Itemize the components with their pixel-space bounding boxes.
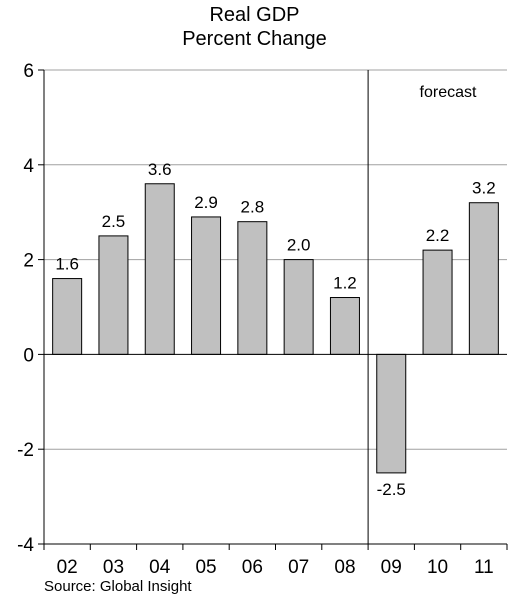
bar-05 <box>191 216 222 355</box>
x-tick-label: 07 <box>288 557 309 578</box>
chart-title-line1: Real GDP <box>209 4 300 26</box>
data-label-06: 2.8 <box>241 198 265 217</box>
bar-09 <box>376 353 407 474</box>
y-tick-label: 2 <box>23 251 34 272</box>
data-label-07: 2.0 <box>287 236 311 255</box>
y-tick-label: 6 <box>23 61 34 82</box>
data-label-02: 1.6 <box>55 255 79 274</box>
bar-04 <box>144 183 175 355</box>
bar-03 <box>98 235 129 355</box>
x-tick-labels: 02 03 04 05 06 07 08 09 10 11 <box>57 557 494 578</box>
y-tick-label: 4 <box>23 156 34 177</box>
data-label-04: 3.6 <box>148 160 172 179</box>
bar-10 <box>422 249 453 355</box>
x-tick-label: 03 <box>103 557 124 578</box>
data-label-09: -2.5 <box>377 480 406 499</box>
bar-06 <box>237 221 268 355</box>
data-labels: 1.6 2.5 3.6 2.9 2.8 2.0 1.2 -2.5 2.2 3.2 <box>55 160 495 499</box>
data-label-11: 3.2 <box>472 179 496 198</box>
bar-07 <box>283 259 314 355</box>
data-label-10: 2.2 <box>426 226 450 245</box>
x-tick-label: 08 <box>334 557 355 578</box>
y-tick-label: 0 <box>23 345 34 366</box>
x-tick-label: 04 <box>149 557 171 578</box>
chart-title-line2: Percent Change <box>182 28 327 50</box>
x-tick-label: 06 <box>242 557 263 578</box>
y-tick-label: -2 <box>17 440 34 461</box>
bar-11 <box>468 202 499 355</box>
x-tick-label: 02 <box>57 557 78 578</box>
x-tick-label: 11 <box>474 557 494 578</box>
data-label-05: 2.9 <box>194 193 218 212</box>
data-label-03: 2.5 <box>102 212 126 231</box>
bar-02 <box>52 278 83 355</box>
data-label-08: 1.2 <box>333 274 357 293</box>
x-tick-label: 10 <box>427 557 448 578</box>
axes <box>38 69 508 550</box>
bars <box>52 183 499 474</box>
x-tick-label: 09 <box>381 557 402 578</box>
bar-08 <box>329 297 360 355</box>
x-tick-label: 05 <box>195 557 216 578</box>
y-tick-labels: -4 -2 0 2 4 6 <box>17 61 34 556</box>
y-tick-label: -4 <box>17 535 34 556</box>
forecast-annotation: forecast <box>420 84 477 101</box>
source-note: Source: Global Insight <box>44 578 192 595</box>
